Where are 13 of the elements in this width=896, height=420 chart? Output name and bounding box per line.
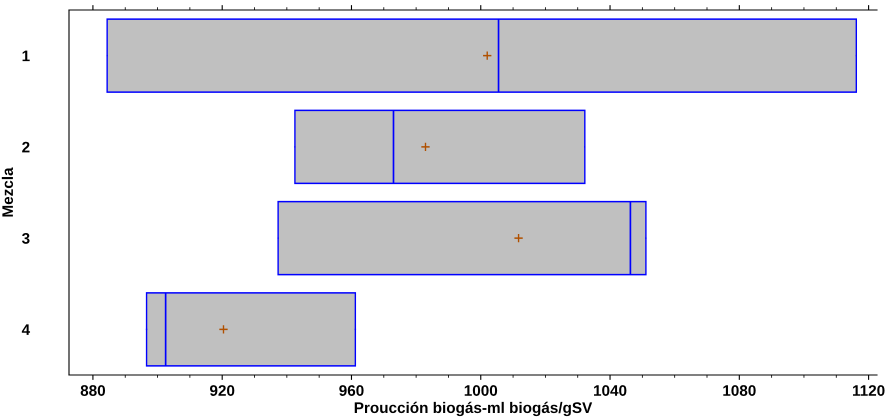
y-tick-label: 3: [22, 232, 30, 244]
y-tick-label: 1: [22, 50, 30, 62]
x-tick-label: 1080: [723, 385, 756, 396]
x-axis-title: Proucción biogás-ml biogás/gSV: [354, 402, 592, 416]
y-axis-title: Mezcla: [2, 167, 14, 217]
x-tick-label: 960: [339, 385, 364, 396]
y-tick-label: 2: [22, 142, 30, 152]
x-tick-label: 1040: [594, 385, 626, 396]
x-tick-label: 880: [80, 385, 106, 396]
y-tick-label: 4: [22, 324, 30, 335]
x-tick-label: 1120: [852, 385, 885, 396]
x-tick-label: 920: [210, 385, 234, 396]
x-tick-label: 1000: [464, 385, 498, 396]
